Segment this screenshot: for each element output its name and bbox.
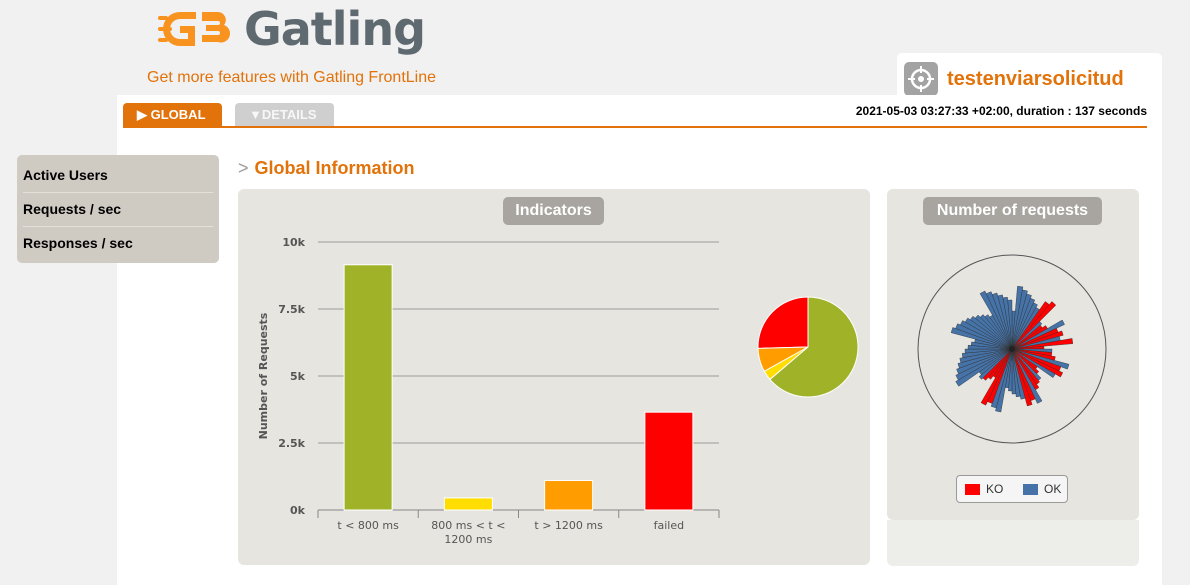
tab-global-label: GLOBAL [150, 107, 206, 122]
polar-wedge [980, 348, 1013, 406]
polar-wedge [985, 291, 1013, 350]
side-menu: Active Users Requests / sec Responses / … [17, 155, 219, 263]
polar-wedge [1011, 348, 1033, 407]
section-title-text: Global Information [254, 158, 415, 178]
tabs-underline [123, 126, 1147, 128]
polar-wedge [1011, 338, 1073, 350]
polar-wedge [979, 314, 1013, 350]
polar-wedge [974, 314, 1013, 350]
legend-ko-swatch [965, 484, 980, 495]
polar-wedge [957, 348, 1013, 369]
polar-wedge [955, 323, 1013, 350]
run-info: 2021-05-03 03:27:33 +02:00, duration : 1… [855, 104, 1147, 118]
bar[interactable] [443, 497, 493, 511]
pie-slice[interactable] [757, 296, 809, 349]
polar-wedge [1011, 348, 1043, 404]
polar-wedge [959, 348, 1013, 363]
y-tick-label: 7.5k [278, 303, 305, 316]
y-axis-label: Number of Requests [257, 312, 270, 439]
section-title: > Global Information [238, 158, 415, 179]
bar[interactable] [544, 480, 594, 511]
x-tick-label: 1200 ms [444, 533, 492, 546]
play-icon: ▶ [137, 107, 147, 122]
chevron-right-icon: > [238, 158, 249, 178]
y-tick-label: 5k [290, 370, 306, 383]
requests-title: Number of requests [923, 197, 1102, 225]
triangle-down-icon: ▼ [249, 107, 262, 122]
polar-wedge [955, 348, 1013, 387]
side-menu-item-requests-sec[interactable]: Requests / sec [23, 201, 122, 217]
simulation-name: testenviarsolicitud [947, 67, 1124, 90]
polar-wedge [997, 294, 1013, 350]
tab-details-label: DETAILS [261, 107, 317, 122]
polar-wedge [1002, 296, 1013, 350]
polar-wedge [960, 320, 1013, 350]
requests-legend: KO OK [956, 475, 1068, 503]
x-tick-label: failed [654, 519, 684, 532]
legend-ko-label[interactable]: KO [986, 482, 1004, 496]
polar-wedge [1011, 348, 1064, 378]
polar-wedge [956, 348, 1013, 375]
x-tick-label: t < 800 ms [337, 519, 399, 532]
polar-center [1009, 346, 1015, 352]
legend-ok-label[interactable]: OK [1044, 482, 1062, 496]
indicators-panel: Indicators Number of Requests 0k 2.5k 5k 7.… [238, 189, 870, 565]
polar-wedge [1011, 348, 1021, 398]
bar[interactable] [343, 264, 393, 511]
x-tick-label: t > 1200 ms [534, 519, 603, 532]
requests-panel: Number of requests KO OK [887, 189, 1139, 520]
polar-wedge [964, 317, 1013, 350]
target-icon [904, 62, 938, 96]
polar-wedge [1011, 330, 1064, 350]
polar-wedge [964, 348, 1013, 354]
side-menu-item-responses-sec[interactable]: Responses / sec [23, 235, 133, 251]
requests-panel-footer [887, 520, 1139, 566]
polar-wedge [961, 348, 1013, 358]
x-tick-label: 800 ms < t < [431, 519, 505, 532]
polar-wedge [1011, 348, 1017, 395]
polar-wedge [955, 348, 1013, 381]
polar-wedge [1011, 321, 1043, 350]
polar-wedge [979, 290, 1013, 350]
tab-details[interactable]: ▼DETAILS [235, 103, 334, 126]
polar-wedge [1007, 299, 1013, 350]
gatling-logo: Gatling [158, 2, 426, 56]
polar-wedge [969, 315, 1013, 350]
side-menu-divider [23, 192, 213, 193]
polar-wedge [1011, 348, 1056, 378]
gatling-logo-icon [158, 12, 231, 46]
pie-slice[interactable] [769, 296, 859, 398]
indicators-title: Indicators [503, 197, 604, 225]
polar-wedge [978, 348, 1013, 380]
y-tick-label: 0k [290, 504, 306, 517]
y-tick-label: 2.5k [278, 437, 305, 450]
polar-outer-ring [917, 254, 1107, 444]
side-menu-divider [23, 226, 213, 227]
logo-text: Gatling [244, 2, 426, 56]
polar-wedge [984, 314, 1013, 350]
tab-global[interactable]: ▶ GLOBAL [123, 103, 222, 126]
polar-wedge [1011, 301, 1057, 350]
indicators-bar-chart: Number of Requests 0k 2.5k 5k 7.5k 10k t < 8… [257, 236, 859, 546]
frontline-link[interactable]: Get more features with Gatling FrontLine [147, 69, 437, 86]
bar[interactable] [644, 411, 694, 511]
polar-wedge [1011, 319, 1065, 350]
polar-wedge [1011, 302, 1038, 350]
polar-wedge [1011, 348, 1026, 400]
polar-wedge [991, 292, 1013, 350]
y-tick-label: 10k [282, 236, 305, 249]
legend-ok-swatch [1023, 484, 1038, 495]
requests-polar-chart [917, 254, 1107, 444]
side-menu-item-active-users[interactable]: Active Users [23, 167, 108, 183]
